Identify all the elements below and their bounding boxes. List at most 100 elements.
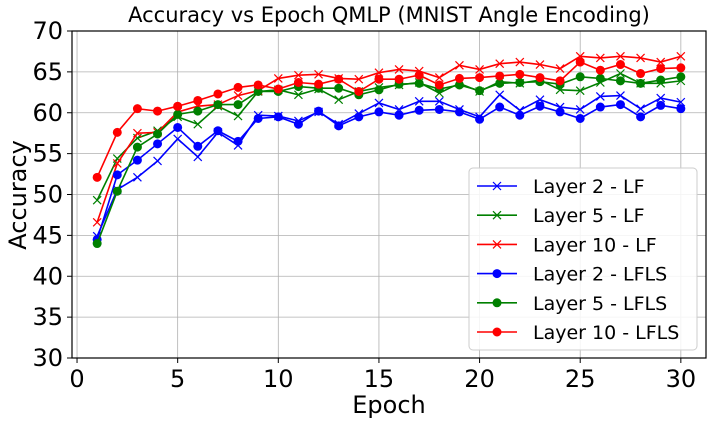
data-point bbox=[112, 170, 122, 180]
data-point bbox=[616, 69, 625, 78]
data-point bbox=[294, 70, 303, 80]
data-point bbox=[595, 65, 605, 75]
data-point bbox=[616, 51, 625, 61]
legend: Layer 2 - LF Layer 5 - LF Layer 10 - LF Lay… bbox=[468, 167, 698, 351]
data-point bbox=[92, 217, 102, 227]
x-tick-label: 25 bbox=[565, 365, 596, 393]
data-point bbox=[354, 74, 364, 84]
data-point bbox=[132, 104, 142, 114]
y-tick-label: 55 bbox=[32, 140, 63, 168]
data-point bbox=[334, 83, 344, 93]
chart-title: Accuracy vs Epoch QMLP (MNIST Angle Enco… bbox=[128, 3, 650, 27]
data-point bbox=[595, 91, 605, 101]
data-point bbox=[354, 112, 364, 122]
data-point bbox=[153, 139, 163, 149]
data-point bbox=[676, 72, 686, 82]
data-point bbox=[132, 142, 142, 152]
data-point bbox=[354, 86, 364, 96]
data-point bbox=[193, 141, 203, 151]
data-point bbox=[213, 126, 223, 136]
x-tick-label: 15 bbox=[364, 365, 395, 393]
data-point bbox=[293, 78, 303, 88]
data-point bbox=[233, 136, 243, 146]
data-point bbox=[132, 155, 142, 165]
data-point bbox=[535, 73, 545, 83]
data-point bbox=[253, 113, 263, 123]
data-point bbox=[475, 73, 485, 83]
data-point bbox=[434, 80, 444, 90]
data-point bbox=[495, 71, 505, 81]
x-tick-label: 5 bbox=[170, 365, 185, 393]
data-point bbox=[253, 80, 263, 90]
series-layer-10-lfls bbox=[92, 57, 686, 182]
legend-label: Layer 10 - LF bbox=[533, 234, 657, 256]
data-point bbox=[374, 85, 384, 95]
data-point bbox=[475, 64, 484, 74]
data-point bbox=[394, 110, 404, 120]
data-point bbox=[615, 60, 625, 70]
data-point bbox=[374, 74, 384, 84]
x-tick-label: 10 bbox=[263, 365, 294, 393]
x-tick-label: 0 bbox=[69, 365, 84, 393]
legend-label: Layer 5 - LFLS bbox=[533, 293, 667, 315]
legend-label: Layer 5 - LF bbox=[533, 205, 645, 227]
legend-item: Layer 10 - LF bbox=[477, 234, 657, 256]
data-point bbox=[294, 90, 303, 100]
data-point bbox=[535, 95, 545, 105]
data-point bbox=[676, 97, 686, 107]
legend-item: Layer 5 - LF bbox=[477, 205, 645, 227]
data-point bbox=[434, 73, 444, 83]
x-tick-label: 20 bbox=[464, 365, 495, 393]
data-point bbox=[475, 86, 485, 96]
data-point bbox=[454, 73, 464, 83]
data-point bbox=[495, 102, 505, 112]
legend-marker bbox=[492, 181, 502, 191]
x-axis-label: Epoch bbox=[352, 391, 426, 419]
data-point bbox=[656, 64, 666, 74]
data-point bbox=[213, 89, 223, 99]
data-point bbox=[193, 119, 203, 129]
data-point bbox=[334, 95, 344, 105]
data-point bbox=[535, 60, 545, 69]
data-point bbox=[414, 70, 424, 80]
data-point bbox=[595, 53, 605, 63]
data-point bbox=[555, 64, 565, 74]
y-tick-label: 35 bbox=[32, 303, 63, 331]
legend-marker bbox=[492, 327, 502, 337]
data-point bbox=[656, 100, 666, 110]
data-point bbox=[334, 121, 344, 131]
data-point bbox=[515, 57, 525, 67]
data-point bbox=[233, 82, 243, 92]
data-point bbox=[374, 68, 384, 78]
data-point bbox=[495, 78, 505, 88]
data-point bbox=[233, 100, 243, 110]
data-point bbox=[555, 107, 565, 117]
data-point bbox=[394, 64, 404, 74]
data-point bbox=[575, 57, 585, 67]
data-point bbox=[636, 112, 646, 122]
legend-label: Layer 10 - LFLS bbox=[533, 322, 679, 344]
data-point bbox=[314, 69, 323, 79]
data-point bbox=[92, 172, 102, 182]
data-point bbox=[636, 78, 646, 88]
data-point bbox=[374, 107, 384, 117]
legend-item: Layer 2 - LF bbox=[477, 176, 645, 198]
data-point bbox=[92, 239, 102, 249]
data-point bbox=[595, 102, 605, 112]
legend-label: Layer 2 - LF bbox=[533, 176, 645, 198]
data-point bbox=[676, 104, 686, 114]
data-point bbox=[414, 105, 424, 115]
legend-label: Layer 2 - LFLS bbox=[533, 264, 667, 286]
data-point bbox=[434, 96, 444, 106]
data-point bbox=[334, 74, 344, 84]
y-axis-label: Accuracy bbox=[4, 140, 32, 250]
data-point bbox=[656, 75, 666, 85]
data-point bbox=[153, 156, 162, 166]
data-point bbox=[515, 78, 525, 88]
y-tick-label: 65 bbox=[32, 58, 63, 86]
data-point bbox=[233, 111, 243, 121]
data-point bbox=[374, 98, 384, 108]
data-point bbox=[132, 128, 142, 138]
